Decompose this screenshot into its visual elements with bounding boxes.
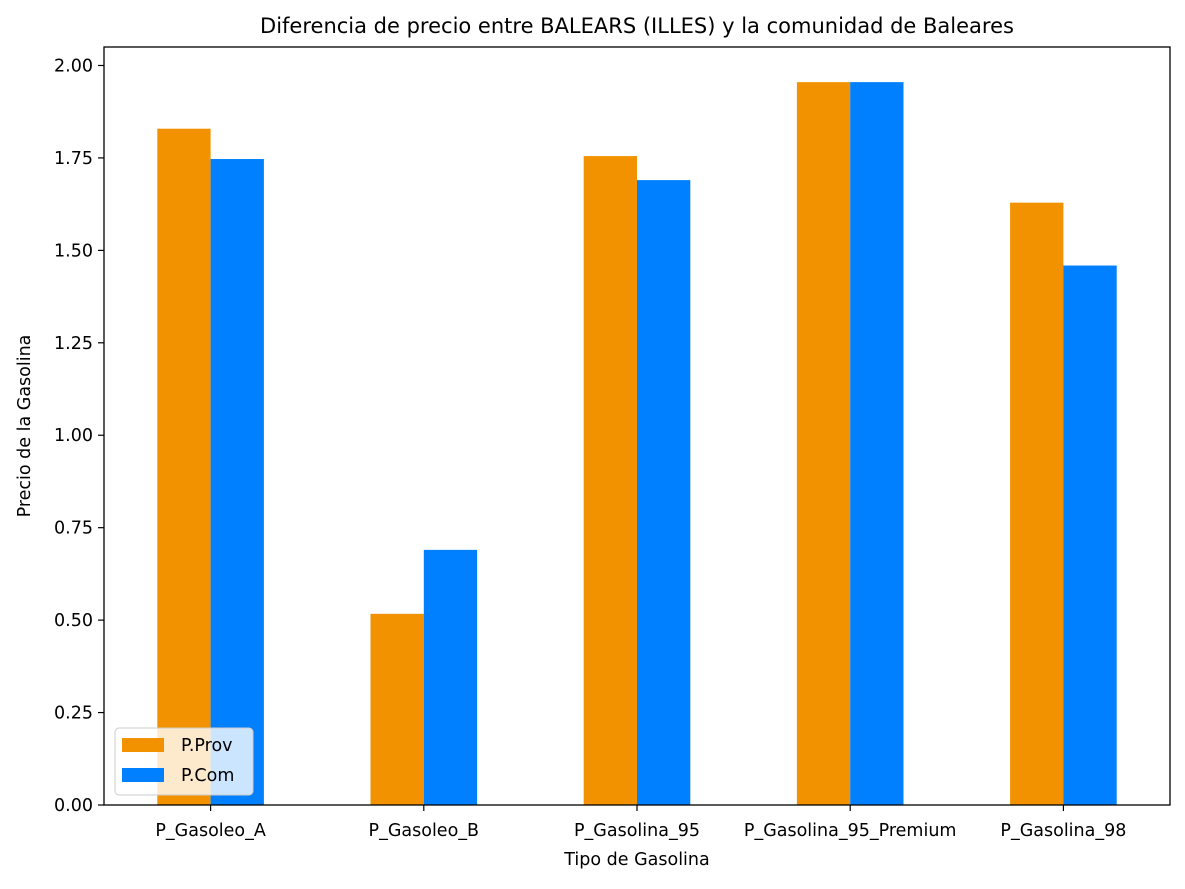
y-tick-label: 1.00 bbox=[54, 426, 93, 446]
legend-swatch-pcom bbox=[122, 768, 164, 782]
legend: P.Prov P.Com bbox=[114, 727, 254, 796]
y-axis-ticks: 0.00 0.25 0.50 0.75 1.00 1.25 1.50 1.75 2.00 bbox=[54, 56, 104, 816]
y-tick-label: 0.50 bbox=[54, 611, 93, 631]
bar-p-prov-p-gasolina-95-premium bbox=[796, 82, 851, 805]
legend-swatch-pprov bbox=[122, 738, 164, 752]
x-tick-label: P_Gasolina_95_Premium bbox=[744, 821, 957, 841]
x-tick-label: P_Gasoleo_A bbox=[155, 821, 265, 841]
y-tick-label: 0.00 bbox=[54, 796, 93, 816]
bar-p-com-p-gasolina-98 bbox=[1063, 265, 1117, 805]
bar-p-com-p-gasoleo-b bbox=[423, 549, 478, 805]
y-tick-label: 0.25 bbox=[54, 704, 93, 724]
bar-p-prov-p-gasolina-98 bbox=[1010, 202, 1064, 806]
y-axis-label: Precio de la Gasolina bbox=[15, 335, 35, 518]
y-tick-label: 1.50 bbox=[54, 241, 93, 261]
x-tick-label: P_Gasoleo_B bbox=[369, 821, 480, 841]
y-tick-label: 1.75 bbox=[54, 149, 93, 169]
bar-p-com-p-gasolina-95-premium bbox=[850, 82, 904, 805]
y-tick-label: 1.25 bbox=[54, 334, 93, 354]
bar-p-com-p-gasoleo-a bbox=[210, 159, 264, 805]
x-axis-ticks: P_Gasoleo_A P_Gasoleo_B P_Gasolina_95 P_Gas… bbox=[155, 805, 1126, 841]
y-tick-label: 0.75 bbox=[54, 519, 93, 539]
bar-p-prov-p-gasolina-95 bbox=[583, 156, 637, 805]
x-axis-label: Tipo de Gasolina bbox=[563, 850, 709, 870]
legend-label-pcom: P.Com bbox=[181, 766, 234, 786]
x-tick-label: P_Gasolina_95 bbox=[574, 821, 700, 841]
legend-label-pprov: P.Prov bbox=[181, 736, 233, 756]
bars-layer bbox=[157, 82, 1117, 806]
bar-p-prov-p-gasoleo-b bbox=[370, 613, 424, 805]
bar-p-com-p-gasolina-95 bbox=[637, 180, 691, 806]
x-tick-label: P_Gasolina_98 bbox=[1000, 821, 1126, 841]
bar-p-prov-p-gasoleo-a bbox=[157, 128, 211, 806]
y-tick-label: 2.00 bbox=[54, 56, 93, 76]
chart-title: Diferencia de precio entre BALEARS (ILLE… bbox=[260, 14, 1014, 38]
plot-frame bbox=[103, 46, 1171, 806]
